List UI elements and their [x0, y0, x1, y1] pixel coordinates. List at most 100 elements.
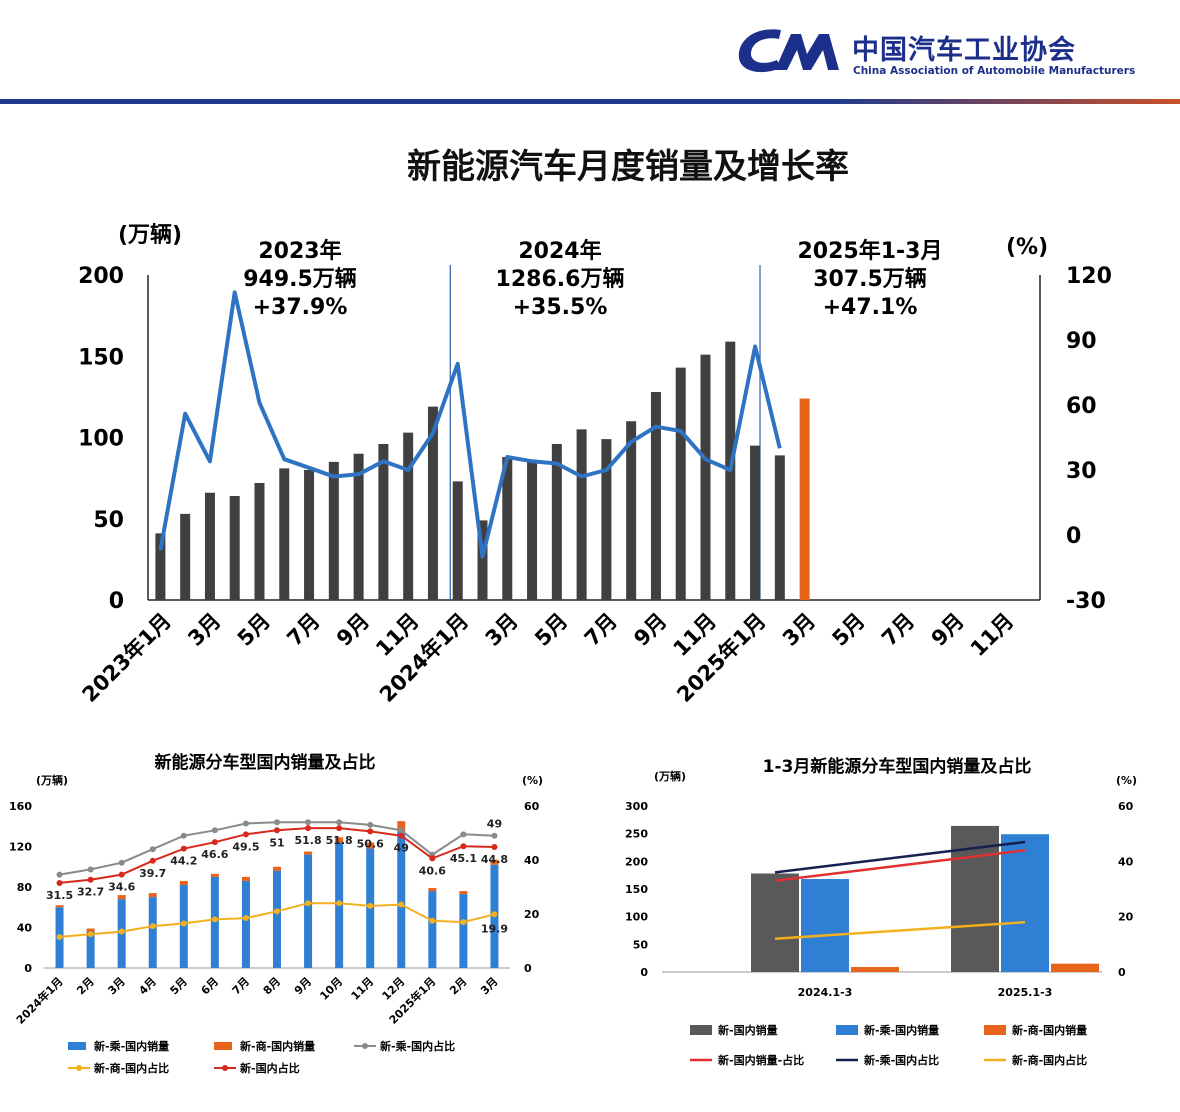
share-point [398, 832, 405, 839]
share-point [180, 920, 187, 927]
share-line [774, 920, 1026, 941]
data-label: 39.7 [139, 867, 166, 880]
header-divider [0, 99, 1180, 104]
commercial-sales-bar [55, 905, 64, 908]
x-tick-label: 12月 [380, 975, 408, 1003]
legend-label: 新-国内销量 [718, 1023, 778, 1037]
x-tick-label: 5月 [168, 975, 190, 997]
legend-label: 新-商-国内销量 [240, 1039, 315, 1053]
legend-swatch [68, 1042, 86, 1050]
x-tick-label: 5月 [530, 609, 572, 651]
header: 中国汽车工业协会 China Association of Automobile… [0, 0, 1180, 104]
share-point [305, 900, 312, 907]
data-label: 32.7 [77, 886, 104, 899]
org-name-cn: 中国汽车工业协会 [852, 35, 1076, 66]
y-tick-label: 0 [640, 966, 648, 979]
sales-bar [353, 453, 364, 600]
y2-tick-label: 20 [1118, 911, 1134, 924]
data-label: 19.9 [481, 922, 508, 935]
share-point [242, 820, 249, 827]
passenger-sales-bar [86, 931, 95, 968]
x-tick-label: 7月 [877, 609, 919, 651]
y-tick-label: 200 [78, 264, 124, 289]
share-point [242, 915, 249, 922]
y2-tick-label: 90 [1066, 329, 1097, 354]
legend-label: 新-商-国内占比 [94, 1061, 169, 1075]
commercial-sales-bar [273, 866, 281, 871]
share-point [180, 845, 187, 852]
y-axis-unit-left: (万辆) [118, 222, 182, 248]
share-point [211, 827, 218, 834]
share-point [491, 832, 498, 839]
legend-label: 新-国内销量-占比 [718, 1053, 804, 1067]
x-tick-label: 11月 [966, 609, 1018, 661]
legend-swatch [836, 1025, 858, 1035]
year-annotation-growth: +37.9% [253, 295, 348, 320]
sales-bar [403, 432, 414, 600]
sales-bar [527, 461, 538, 600]
share-point [118, 928, 125, 935]
share-point [398, 901, 405, 908]
commercial-sales-bar [148, 893, 157, 898]
data-label: 51.8 [294, 834, 321, 847]
sales-bar [650, 392, 661, 600]
passenger-sales-bar [179, 884, 188, 968]
x-tick-label: 7月 [580, 609, 622, 651]
legend-swatch [690, 1025, 712, 1035]
commercial-sales-bar [459, 891, 468, 895]
sales-bar [601, 439, 612, 600]
passenger-sales-bar [397, 831, 406, 968]
share-point [87, 876, 94, 883]
share-point [336, 825, 343, 832]
y2-tick-label: 60 [524, 800, 540, 813]
passenger-sales-bar [148, 897, 157, 968]
y2-tick-label: 0 [1118, 966, 1126, 979]
x-tick-label: 9月 [927, 609, 969, 651]
sales-bar [675, 367, 686, 600]
commercial-sales-bar [86, 928, 95, 932]
year-annotation-growth: +47.1% [823, 295, 918, 320]
passenger-sales-bar [459, 894, 468, 968]
share-point [491, 844, 498, 851]
passenger-sales-bar [210, 876, 219, 968]
y-axis-unit-left: (万辆) [654, 769, 686, 783]
x-tick-label: 4月 [136, 975, 158, 997]
y-tick-label: 120 [9, 841, 32, 854]
y-tick-label: 150 [78, 345, 124, 370]
segment-sales-bar [751, 873, 799, 972]
y2-tick-label: 40 [1118, 855, 1134, 868]
segment-sales-bar [1001, 834, 1049, 972]
year-annotation-title: 2024年 [518, 238, 601, 264]
share-point [149, 846, 156, 853]
caam-logo-icon [738, 29, 839, 73]
x-tick-label: 5月 [233, 609, 275, 651]
year-annotation-volume: 307.5万辆 [813, 266, 927, 292]
x-tick-label: 7月 [230, 975, 252, 997]
y-axis-unit-right: (%) [1116, 774, 1137, 787]
share-point [429, 917, 436, 924]
legend-label: 新-商-国内占比 [1012, 1053, 1087, 1067]
sales-bar [279, 468, 290, 600]
sales-bar [477, 520, 488, 600]
x-tick-label: 3月 [778, 609, 820, 651]
x-tick-label: 9月 [332, 609, 374, 651]
segment-sales-bar [801, 879, 849, 972]
share-point [491, 911, 498, 918]
sales-bar [427, 406, 438, 600]
share-point [118, 871, 125, 878]
sales-bar [328, 461, 339, 600]
growth-rate-line [158, 290, 782, 559]
y2-tick-label: 60 [1118, 800, 1134, 813]
data-label: 44.2 [170, 855, 197, 868]
commercial-sales-bar [397, 821, 406, 832]
x-tick-label: 3月 [183, 609, 225, 651]
year-annotation-title: 2025年1-3月 [798, 238, 943, 264]
share-point [336, 819, 343, 826]
y2-tick-label: -30 [1066, 589, 1106, 614]
y-tick-label: 0 [24, 962, 32, 975]
year-annotation-volume: 949.5万辆 [243, 266, 357, 292]
share-point [367, 821, 374, 828]
data-label: 49 [487, 818, 502, 831]
share-point [149, 923, 156, 930]
y-axis-unit-left: (万辆) [36, 773, 68, 787]
